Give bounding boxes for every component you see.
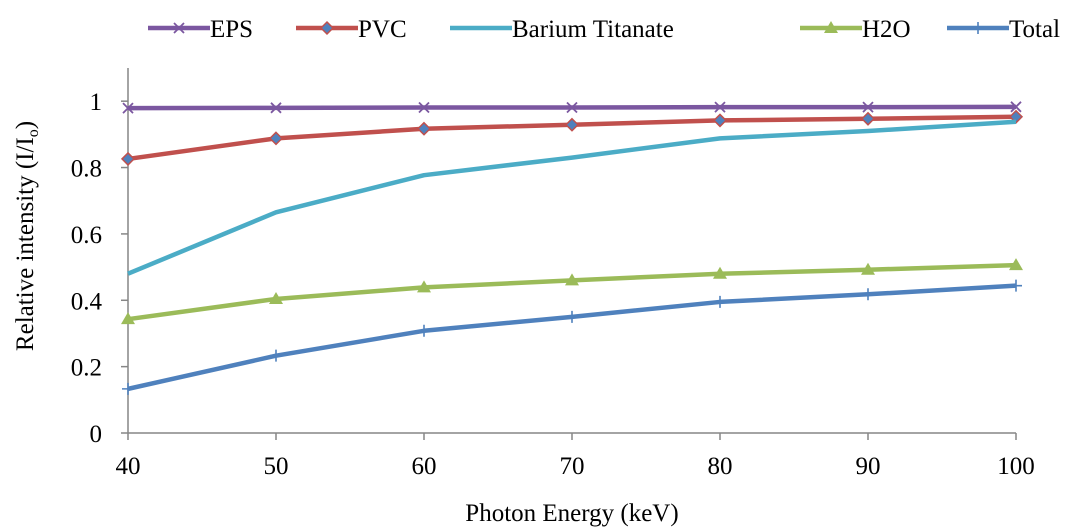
diamond-icon	[712, 113, 728, 128]
x-tick-label: 80	[708, 453, 733, 480]
legend-label: EPS	[210, 16, 253, 43]
plus-icon	[972, 22, 984, 34]
x-tick-label: 50	[264, 453, 289, 480]
x-icon	[418, 101, 430, 114]
legend-label: Total	[1009, 16, 1060, 43]
triangle-icon	[861, 262, 875, 275]
x-tick-label: 90	[856, 453, 881, 480]
diamond-icon	[319, 20, 335, 36]
legend-label: H2O	[862, 16, 911, 43]
series-pvc	[120, 109, 1024, 166]
series-line	[127, 119, 1017, 276]
plus-icon	[270, 349, 282, 362]
y-axis-title-sub: o	[25, 129, 42, 137]
series-h2o	[121, 258, 1023, 325]
y-axis-title-close: )	[12, 121, 39, 129]
series-eps	[122, 101, 1022, 114]
x-icon	[862, 101, 874, 113]
legend-item: Barium Titanate	[450, 16, 674, 43]
legend-item: PVC	[296, 16, 407, 43]
y-tick-label: 0.6	[71, 222, 102, 249]
diamond-icon	[860, 111, 876, 126]
triangle-icon	[121, 312, 135, 325]
x-tick-label: 70	[560, 453, 585, 480]
plus-icon	[418, 324, 430, 337]
legend-item: EPS	[148, 16, 253, 43]
x-icon	[173, 22, 185, 34]
x-icon	[122, 102, 134, 114]
x-tick-label: 40	[116, 453, 141, 480]
legend-item: H2O	[800, 16, 911, 43]
x-icon	[270, 102, 282, 114]
y-tick-label: 0.8	[71, 156, 102, 183]
diamond-icon	[268, 131, 284, 146]
y-tick-label: 1	[90, 89, 103, 116]
ticks: 40 50 60 70 80 90 100 0 0.2 0.4 0.6 0.8 1	[71, 89, 1035, 480]
y-axis-title-main: Relative intensity (I/I	[12, 137, 39, 351]
diamond-icon	[416, 121, 432, 136]
diamond-icon	[120, 151, 136, 166]
triangle-icon	[1009, 258, 1023, 271]
plus-icon	[566, 310, 578, 323]
x-icon	[1010, 101, 1022, 113]
series-total	[122, 279, 1022, 395]
triangle-icon	[824, 21, 838, 33]
y-axis-title: Relative intensity (I/Io)	[12, 121, 42, 351]
x-axis-title: Photon Energy (keV)	[465, 500, 678, 527]
x-icon	[566, 101, 578, 114]
legend: EPS PVC Barium Titanate H2O Total	[148, 16, 1060, 43]
diamond-icon	[564, 117, 580, 132]
y-tick-label: 0.4	[71, 288, 103, 315]
plus-icon	[1010, 279, 1022, 292]
series-barium-titanate	[127, 119, 1017, 276]
legend-label: PVC	[358, 16, 407, 43]
triangle-icon	[713, 266, 727, 279]
plus-icon	[122, 382, 134, 395]
x-tick-label: 100	[997, 453, 1035, 480]
triangle-icon	[565, 273, 579, 286]
x-tick-label: 60	[412, 453, 437, 480]
plus-icon	[862, 288, 874, 301]
plus-icon	[714, 295, 726, 308]
triangle-icon	[269, 291, 283, 304]
legend-label: Barium Titanate	[512, 16, 674, 43]
legend-item: Total	[947, 16, 1060, 43]
series-layer	[120, 101, 1024, 395]
y-tick-label: 0.2	[71, 355, 102, 382]
y-tick-label: 0	[90, 421, 103, 448]
x-icon	[714, 101, 726, 113]
triangle-icon	[417, 280, 431, 293]
